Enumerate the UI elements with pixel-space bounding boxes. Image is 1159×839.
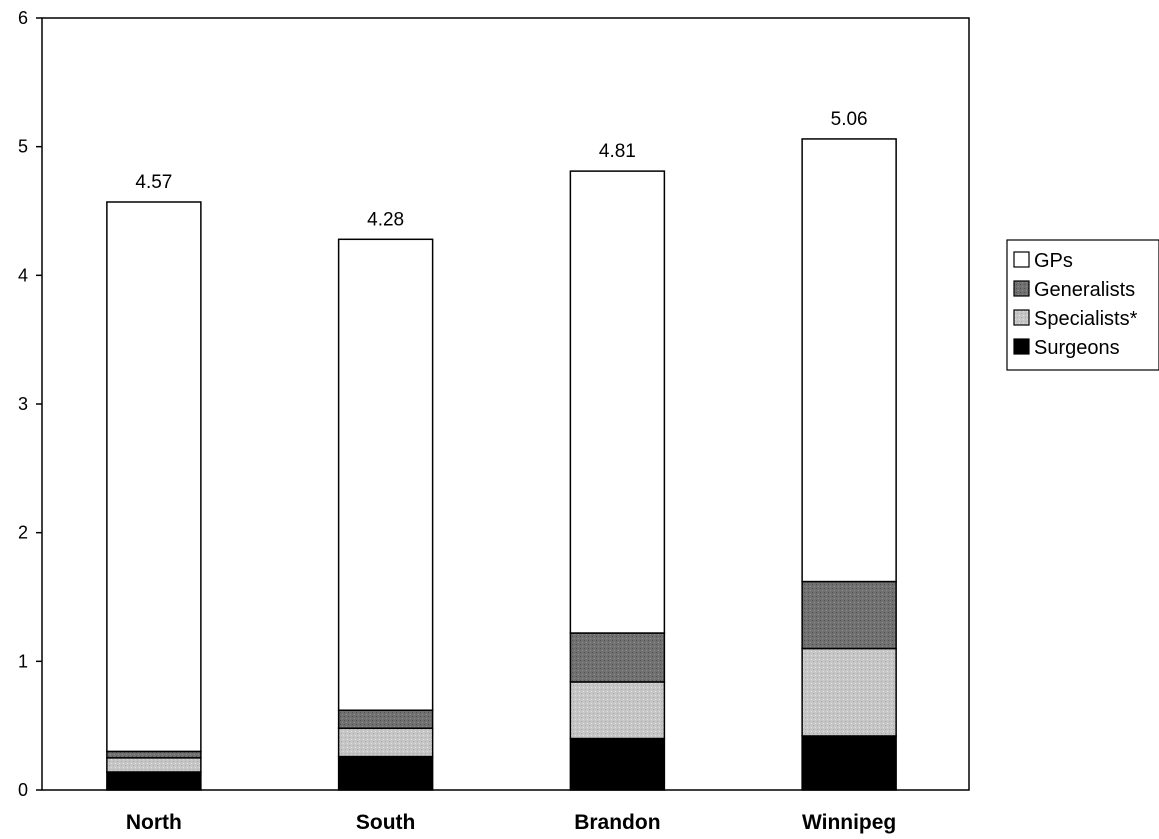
legend-box — [1006, 239, 1159, 371]
category-labels: North South Brandon Winnipeg — [126, 811, 896, 834]
y-axis: 0 1 2 3 4 5 6 — [18, 8, 42, 800]
bar-segment-specialists-brandon — [569, 681, 666, 740]
legend-label: Surgeons — [1034, 337, 1120, 359]
bar-segment-surgeons-north — [106, 771, 202, 791]
y-tick-label: 1 — [18, 651, 28, 671]
bar-total-label: 5.06 — [831, 109, 868, 130]
y-tick-label: 4 — [18, 265, 28, 285]
bar-segment-surgeons-brandon — [569, 737, 666, 791]
bar-segment-generalists-brandon — [569, 632, 666, 683]
bar-segment-generalists-south — [337, 709, 434, 729]
bar-segment-gps-brandon — [569, 170, 666, 634]
y-tick-label: 5 — [18, 137, 28, 157]
legend-label: GPs — [1034, 250, 1073, 272]
bar-segment-specialists-north — [106, 757, 202, 773]
legend-swatch — [1013, 280, 1030, 297]
legend: GPs Generalists Specialists* Surgeons — [1006, 239, 1159, 371]
y-tick-label: 6 — [18, 8, 28, 28]
bar-total-label: 4.57 — [135, 172, 172, 193]
legend-swatch — [1013, 309, 1030, 326]
bar-total-label: 4.81 — [599, 141, 636, 162]
bar-segment-specialists-winnipeg — [801, 647, 897, 737]
legend-swatch — [1013, 251, 1030, 268]
bar-segment-surgeons-south — [337, 755, 434, 791]
x-category-label: South — [356, 811, 415, 834]
bars — [106, 138, 897, 791]
bar-segment-generalists-north — [106, 750, 202, 759]
y-tick-label: 0 — [18, 780, 28, 800]
bar-segment-specialists-south — [337, 727, 434, 758]
x-category-label: Winnipeg — [802, 811, 896, 834]
x-category-label: North — [126, 811, 182, 834]
legend-swatch — [1013, 338, 1030, 355]
bar-totals: 4.57 4.28 4.81 5.06 — [135, 109, 867, 230]
bar-segment-gps-winnipeg — [801, 138, 897, 583]
legend-label: Generalists — [1034, 279, 1135, 301]
y-tick-label: 2 — [18, 523, 28, 543]
bar-segment-generalists-winnipeg — [801, 580, 897, 650]
y-tick-label: 3 — [18, 394, 28, 414]
legend-label: Specialists* — [1034, 308, 1138, 330]
bar-segment-surgeons-winnipeg — [801, 735, 897, 791]
bar-segment-gps-north — [106, 201, 202, 753]
x-category-label: Brandon — [574, 811, 660, 834]
bar-segment-gps-south — [337, 238, 434, 711]
bar-total-label: 4.28 — [367, 209, 404, 230]
